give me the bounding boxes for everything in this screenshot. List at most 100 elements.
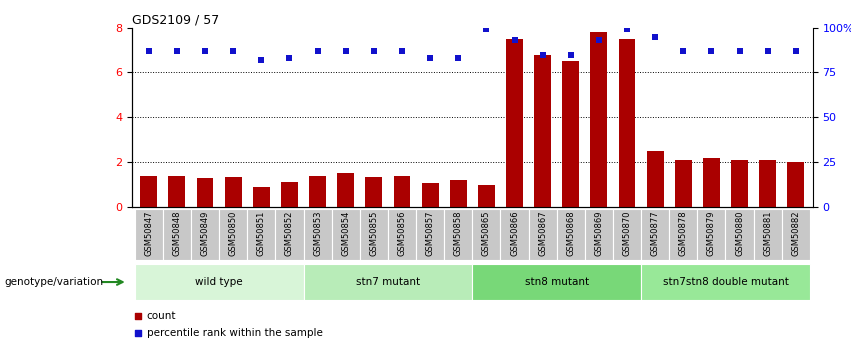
Text: GSM50858: GSM50858 (454, 210, 463, 256)
Point (789, 48, 802, 54)
Text: GSM50867: GSM50867 (538, 210, 547, 256)
Bar (191, 209, 219, 260)
Text: GSM50857: GSM50857 (426, 210, 435, 256)
Bar (754, 209, 782, 260)
Text: genotype/variation: genotype/variation (4, 277, 103, 287)
Bar (134, 264, 304, 300)
Point (367, 48, 380, 54)
Point (564, 52, 578, 57)
Bar (619, 39, 636, 207)
Point (395, 48, 408, 54)
Point (592, 37, 606, 43)
Bar (534, 55, 551, 207)
Text: GSM50855: GSM50855 (369, 210, 379, 256)
Bar (332, 209, 360, 260)
Bar (134, 209, 163, 260)
Text: GSM50850: GSM50850 (229, 210, 237, 256)
Text: GSM50878: GSM50878 (679, 210, 688, 256)
Text: GSM50870: GSM50870 (623, 210, 631, 256)
Bar (563, 61, 580, 207)
Text: GSM50880: GSM50880 (735, 210, 744, 256)
Text: GSM50866: GSM50866 (510, 210, 519, 256)
Point (198, 48, 212, 54)
Bar (472, 209, 500, 260)
Bar (557, 209, 585, 260)
Point (536, 52, 550, 57)
Text: GSM50856: GSM50856 (397, 210, 407, 256)
Text: wild type: wild type (195, 277, 243, 287)
Text: count: count (147, 311, 176, 321)
Bar (337, 173, 354, 207)
Bar (248, 209, 276, 260)
Bar (304, 264, 472, 300)
Point (396, 86, 409, 92)
Text: GSM50854: GSM50854 (341, 210, 351, 256)
Bar (613, 209, 641, 260)
Point (226, 48, 240, 54)
Bar (416, 209, 444, 260)
Text: GSM50852: GSM50852 (285, 210, 294, 256)
Bar (731, 160, 748, 207)
Bar (276, 209, 304, 260)
Bar (253, 187, 270, 207)
Bar (782, 209, 810, 260)
Bar (759, 160, 776, 207)
Bar (309, 176, 326, 207)
Bar (281, 182, 298, 207)
Point (677, 48, 690, 54)
Bar (585, 209, 613, 260)
Bar (641, 209, 669, 260)
Text: GSM50869: GSM50869 (594, 210, 603, 256)
Point (761, 48, 774, 54)
Bar (787, 162, 804, 207)
Text: GSM50851: GSM50851 (257, 210, 266, 256)
Bar (528, 209, 557, 260)
Bar (421, 184, 438, 207)
Point (705, 48, 718, 54)
Point (480, 27, 494, 32)
Bar (591, 32, 608, 207)
Bar (393, 176, 410, 207)
Bar (140, 176, 157, 207)
Point (423, 55, 437, 61)
Text: stn7stn8 double mutant: stn7stn8 double mutant (663, 277, 788, 287)
Point (508, 37, 522, 43)
Bar (703, 158, 720, 207)
Bar (360, 209, 388, 260)
Bar (478, 185, 494, 207)
Text: GSM50877: GSM50877 (651, 210, 660, 256)
Text: GSM50882: GSM50882 (791, 210, 800, 256)
Text: stn7 mutant: stn7 mutant (356, 277, 420, 287)
Point (339, 48, 352, 54)
Text: GSM50881: GSM50881 (763, 210, 772, 256)
Point (254, 57, 268, 63)
Point (451, 55, 465, 61)
Bar (669, 209, 697, 260)
Bar (168, 176, 186, 207)
Bar (641, 264, 810, 300)
Text: percentile rank within the sample: percentile rank within the sample (147, 328, 323, 338)
Bar (500, 209, 528, 260)
Bar (726, 209, 754, 260)
Point (733, 48, 746, 54)
Point (283, 55, 296, 61)
Point (311, 48, 324, 54)
Text: GSM50879: GSM50879 (707, 210, 716, 256)
Bar (647, 151, 664, 207)
Point (170, 48, 184, 54)
Bar (444, 209, 472, 260)
Bar (388, 209, 416, 260)
Point (620, 27, 634, 32)
Bar (506, 39, 523, 207)
Text: GSM50865: GSM50865 (482, 210, 491, 256)
Text: GDS2109 / 57: GDS2109 / 57 (132, 14, 220, 27)
Bar (219, 209, 248, 260)
Text: GSM50849: GSM50849 (201, 210, 209, 256)
Text: GSM50868: GSM50868 (566, 210, 575, 256)
Bar (365, 177, 382, 207)
Text: stn8 mutant: stn8 mutant (524, 277, 589, 287)
Text: GSM50853: GSM50853 (313, 210, 322, 256)
Text: GSM50848: GSM50848 (173, 210, 181, 256)
Bar (225, 177, 242, 207)
Bar (450, 180, 466, 207)
